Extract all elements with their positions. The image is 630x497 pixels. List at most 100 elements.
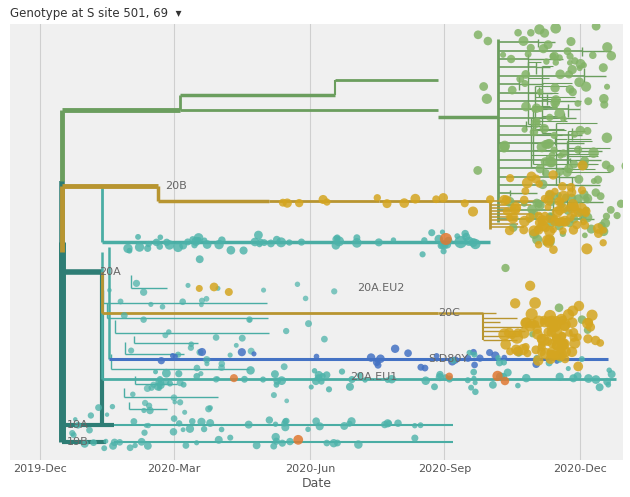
Point	[582, 195, 592, 203]
Point	[566, 38, 576, 46]
Point	[575, 64, 585, 72]
Point	[568, 374, 578, 382]
Point	[282, 199, 292, 207]
Point	[566, 183, 576, 191]
Point	[352, 239, 362, 247]
Point	[537, 341, 547, 349]
Point	[562, 168, 572, 176]
Point	[548, 246, 558, 253]
Point	[483, 37, 493, 45]
Point	[556, 152, 566, 160]
Point	[151, 368, 161, 376]
Point	[546, 158, 556, 166]
Point	[366, 353, 376, 361]
Point	[375, 355, 386, 363]
Point	[437, 228, 447, 236]
Point	[353, 440, 364, 448]
Point	[582, 213, 592, 221]
Point	[202, 360, 212, 368]
Point	[512, 333, 522, 341]
Point	[194, 284, 204, 292]
Point	[372, 194, 382, 202]
Point	[552, 316, 562, 324]
Point	[541, 169, 551, 177]
Point	[598, 228, 609, 236]
Point	[595, 339, 605, 347]
Point	[520, 217, 530, 225]
Point	[532, 199, 542, 207]
Point	[269, 391, 279, 399]
Point	[180, 409, 190, 416]
Point	[139, 407, 149, 414]
Point	[546, 238, 556, 246]
Point	[538, 180, 548, 188]
Point	[520, 126, 530, 134]
Point	[559, 204, 569, 212]
Point	[530, 320, 540, 328]
Point	[499, 358, 509, 366]
Point	[174, 370, 184, 378]
Point	[293, 436, 303, 444]
Point	[466, 384, 476, 392]
Point	[294, 199, 304, 207]
Point	[556, 350, 566, 358]
Point	[566, 194, 576, 202]
Point	[324, 385, 334, 393]
Point	[513, 29, 523, 37]
Point	[158, 303, 168, 311]
Point	[255, 241, 265, 248]
Point	[161, 369, 171, 377]
Point	[213, 284, 223, 292]
Point	[202, 356, 212, 364]
Point	[244, 316, 255, 324]
Point	[573, 372, 583, 380]
Point	[547, 158, 557, 166]
Point	[568, 333, 578, 341]
Point	[133, 233, 143, 241]
Point	[493, 372, 503, 380]
Point	[346, 417, 357, 425]
Point	[469, 351, 479, 359]
Text: 20B: 20B	[165, 181, 187, 191]
Point	[531, 346, 541, 354]
Point	[246, 366, 256, 374]
Point	[493, 354, 503, 362]
Point	[543, 328, 553, 336]
Point	[472, 166, 483, 174]
Point	[311, 352, 321, 360]
Point	[433, 235, 444, 243]
Point	[570, 130, 580, 138]
Point	[574, 175, 584, 183]
Point	[186, 340, 197, 348]
Point	[142, 245, 152, 252]
Point	[285, 437, 295, 445]
Point	[129, 417, 139, 425]
Point	[571, 221, 581, 229]
Point	[149, 381, 159, 389]
Point	[531, 360, 541, 368]
Point	[212, 375, 222, 383]
Point	[588, 51, 598, 59]
Text: Genotype at S site 501, 69  ▾: Genotype at S site 501, 69 ▾	[10, 7, 182, 20]
Point	[277, 377, 287, 385]
Point	[556, 316, 566, 324]
Point	[548, 226, 558, 234]
Point	[567, 348, 577, 356]
Point	[540, 158, 550, 166]
Point	[468, 208, 478, 216]
Point	[345, 420, 355, 428]
Point	[577, 316, 587, 324]
Point	[508, 224, 518, 232]
Point	[311, 377, 321, 385]
Point	[581, 83, 591, 90]
Point	[549, 214, 559, 222]
Point	[272, 236, 282, 244]
Point	[332, 234, 342, 242]
Point	[541, 224, 551, 232]
Point	[539, 336, 549, 344]
Point	[503, 369, 513, 377]
Point	[591, 376, 601, 384]
Point	[524, 216, 534, 224]
Point	[549, 192, 559, 200]
Point	[200, 236, 210, 244]
